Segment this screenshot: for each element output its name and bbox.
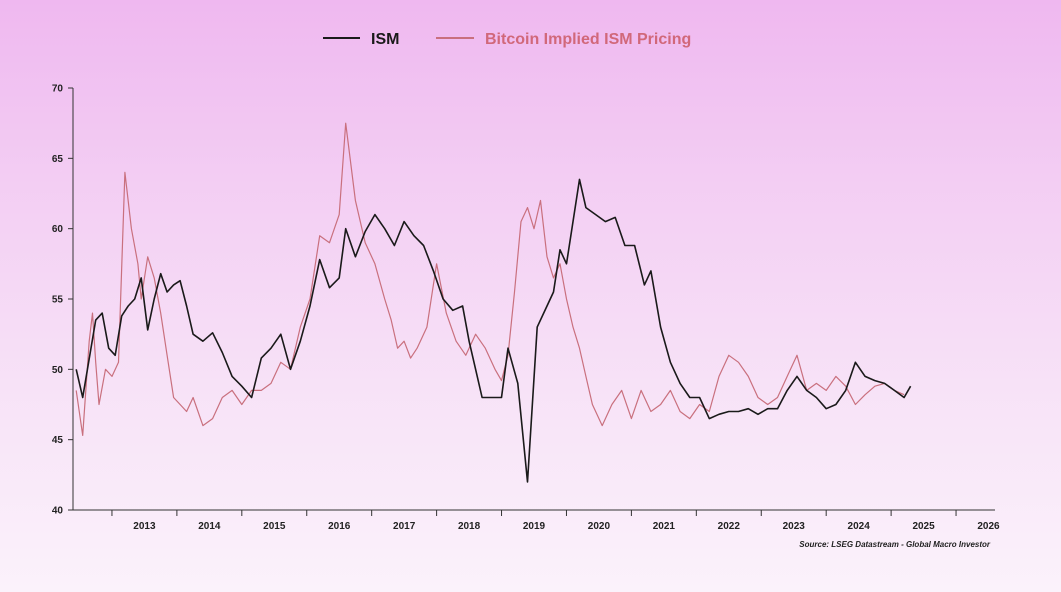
y-axis-ticks: 40 45 50 55 60 65 70 <box>52 84 73 517</box>
x-tick-label: 2021 <box>653 521 676 532</box>
series-line-ism <box>75 178 912 483</box>
series-line-bitcoin-implied-ism <box>75 122 905 436</box>
source-note: Source: LSEG Datastream - Global Macro I… <box>799 540 991 549</box>
x-tick-label: 2020 <box>588 521 611 532</box>
y-tick-label: 45 <box>52 435 64 446</box>
series-lines <box>75 122 912 483</box>
y-tick-label: 40 <box>52 506 64 517</box>
x-tick-label: 2017 <box>393 521 416 532</box>
x-tick-label: 2014 <box>198 521 221 532</box>
y-tick-label: 50 <box>52 365 64 376</box>
legend: ISM Bitcoin Implied ISM Pricing <box>323 31 691 48</box>
legend-label-ism: ISM <box>371 31 399 48</box>
x-tick-label: 2018 <box>458 521 481 532</box>
y-tick-label: 60 <box>52 224 64 235</box>
x-tick-label: 2022 <box>718 521 741 532</box>
x-tick-label: 2026 <box>977 521 1000 532</box>
x-tick-label: 2024 <box>848 521 871 532</box>
x-tick-label: 2023 <box>783 521 806 532</box>
x-tick-label: 2025 <box>912 521 935 532</box>
y-tick-label: 70 <box>52 84 64 95</box>
y-tick-label: 65 <box>52 154 64 165</box>
axes <box>72 88 995 511</box>
x-axis-ticks: 2013 2014 2015 2016 2017 2018 2019 2020 2021 2022… <box>111 510 1000 532</box>
x-tick-label: 2019 <box>523 521 546 532</box>
y-tick-label: 55 <box>52 295 64 306</box>
x-tick-label: 2015 <box>263 521 286 532</box>
legend-label-bitcoin: Bitcoin Implied ISM Pricing <box>485 31 691 48</box>
x-tick-label: 2016 <box>328 521 351 532</box>
x-tick-label: 2013 <box>133 521 156 532</box>
